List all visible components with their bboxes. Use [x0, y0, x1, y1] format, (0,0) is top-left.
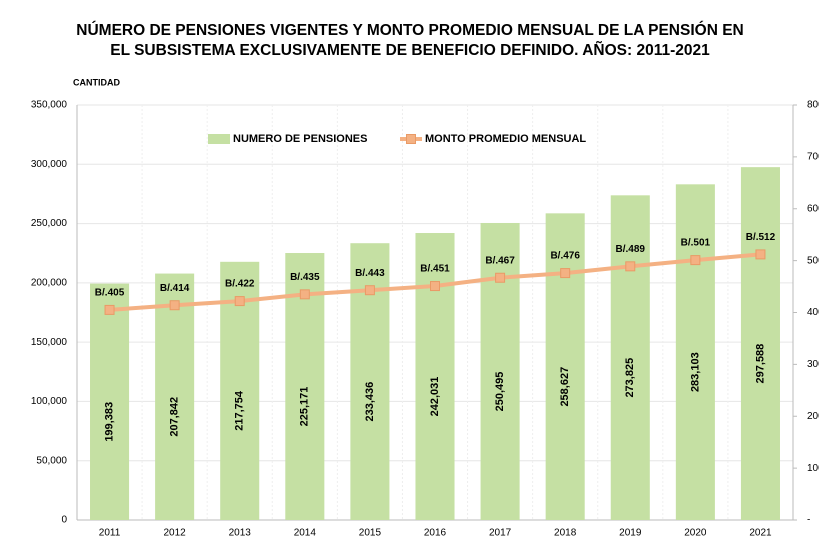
- bar-value-label: 225,171: [299, 387, 311, 427]
- y2-tick-label: 300: [807, 359, 819, 370]
- line-marker: [690, 255, 701, 266]
- x-tick-label: 2014: [294, 528, 317, 539]
- bar: [155, 273, 195, 520]
- bar: [610, 195, 650, 521]
- bar-value-label: 199,383: [103, 402, 115, 442]
- line-marker: [299, 289, 310, 300]
- legend-label: MONTO PROMEDIO MENSUAL: [425, 133, 586, 145]
- y2-tick-label: 400: [807, 307, 819, 318]
- line-value-label: B/.489: [616, 244, 646, 255]
- y2-tick-label: 700: [807, 152, 819, 163]
- line-value-label: B/.422: [225, 279, 255, 290]
- y2-tick-label: 100: [807, 463, 819, 474]
- bar-value-label: 242,031: [429, 377, 441, 417]
- bar: [480, 222, 520, 520]
- line-marker: [625, 261, 636, 272]
- line-value-label: B/.443: [355, 268, 385, 279]
- line-marker: [364, 285, 375, 296]
- bar: [350, 243, 390, 520]
- bar: [415, 233, 455, 520]
- y-tick-label: 50,000: [36, 455, 67, 466]
- line-marker: [755, 249, 766, 260]
- line-marker: [560, 268, 571, 279]
- line-marker: [104, 304, 115, 315]
- bar: [675, 184, 715, 520]
- line-marker: [495, 272, 506, 283]
- line-value-label: B/.467: [485, 255, 515, 266]
- bar: [740, 167, 780, 520]
- y2-tick-label: 800: [807, 100, 819, 111]
- line-value-label: B/.405: [95, 288, 125, 299]
- bar-value-label: 217,754: [234, 390, 246, 431]
- x-tick-label: 2021: [749, 528, 772, 539]
- bar: [90, 283, 130, 520]
- y-tick-label: 0: [61, 515, 67, 526]
- y-axis-label: CANTIDAD: [73, 77, 120, 87]
- line-value-label: B/.512: [746, 232, 776, 243]
- bar-value-label: 297,588: [754, 344, 766, 384]
- y-tick-label: 150,000: [31, 337, 68, 348]
- line-marker: [169, 300, 180, 311]
- bar: [545, 213, 585, 520]
- line-value-label: B/.414: [160, 283, 190, 294]
- y2-tick-label: 500: [807, 255, 819, 266]
- bar-value-label: 250,495: [494, 372, 506, 412]
- chart-title: NÚMERO DE PENSIONES VIGENTES Y MONTO PRO…: [76, 21, 743, 39]
- y-tick-label: 100,000: [31, 396, 68, 407]
- line-value-label: B/.501: [681, 238, 711, 249]
- y-tick-label: 250,000: [31, 218, 68, 229]
- y-tick-label: 350,000: [31, 100, 68, 111]
- line-value-label: B/.451: [420, 264, 450, 275]
- y-tick-label: 300,000: [31, 159, 68, 170]
- legend-label: NUMERO DE PENSIONES: [233, 133, 367, 145]
- bar-value-label: 273,825: [624, 358, 636, 398]
- bar-value-label: 258,627: [559, 367, 571, 407]
- line-value-label: B/.435: [290, 272, 320, 283]
- y-tick-label: 200,000: [31, 277, 68, 288]
- legend-marker: [406, 134, 416, 144]
- line-marker: [234, 296, 245, 307]
- x-tick-label: 2016: [424, 528, 447, 539]
- x-tick-label: 2018: [554, 528, 577, 539]
- y2-tick-label: -: [807, 515, 810, 526]
- line-value-label: B/.476: [550, 251, 580, 262]
- bar-value-label: 207,842: [169, 397, 181, 437]
- bar-value-label: 233,436: [364, 382, 376, 422]
- x-tick-label: 2015: [359, 528, 382, 539]
- x-tick-label: 2013: [229, 528, 252, 539]
- line-marker: [430, 281, 440, 292]
- x-tick-label: 2019: [619, 528, 642, 539]
- y2-tick-label: 600: [807, 203, 819, 214]
- chart-title: EL SUBSISTEMA EXCLUSIVAMENTE DE BENEFICI…: [110, 41, 710, 59]
- x-tick-label: 2011: [99, 528, 121, 539]
- x-tick-label: 2020: [684, 528, 707, 539]
- bar-value-label: 283,103: [689, 352, 701, 392]
- x-tick-label: 2017: [489, 528, 512, 539]
- x-tick-label: 2012: [164, 528, 187, 539]
- y2-tick-label: 200: [807, 411, 819, 422]
- legend-swatch: [208, 134, 230, 144]
